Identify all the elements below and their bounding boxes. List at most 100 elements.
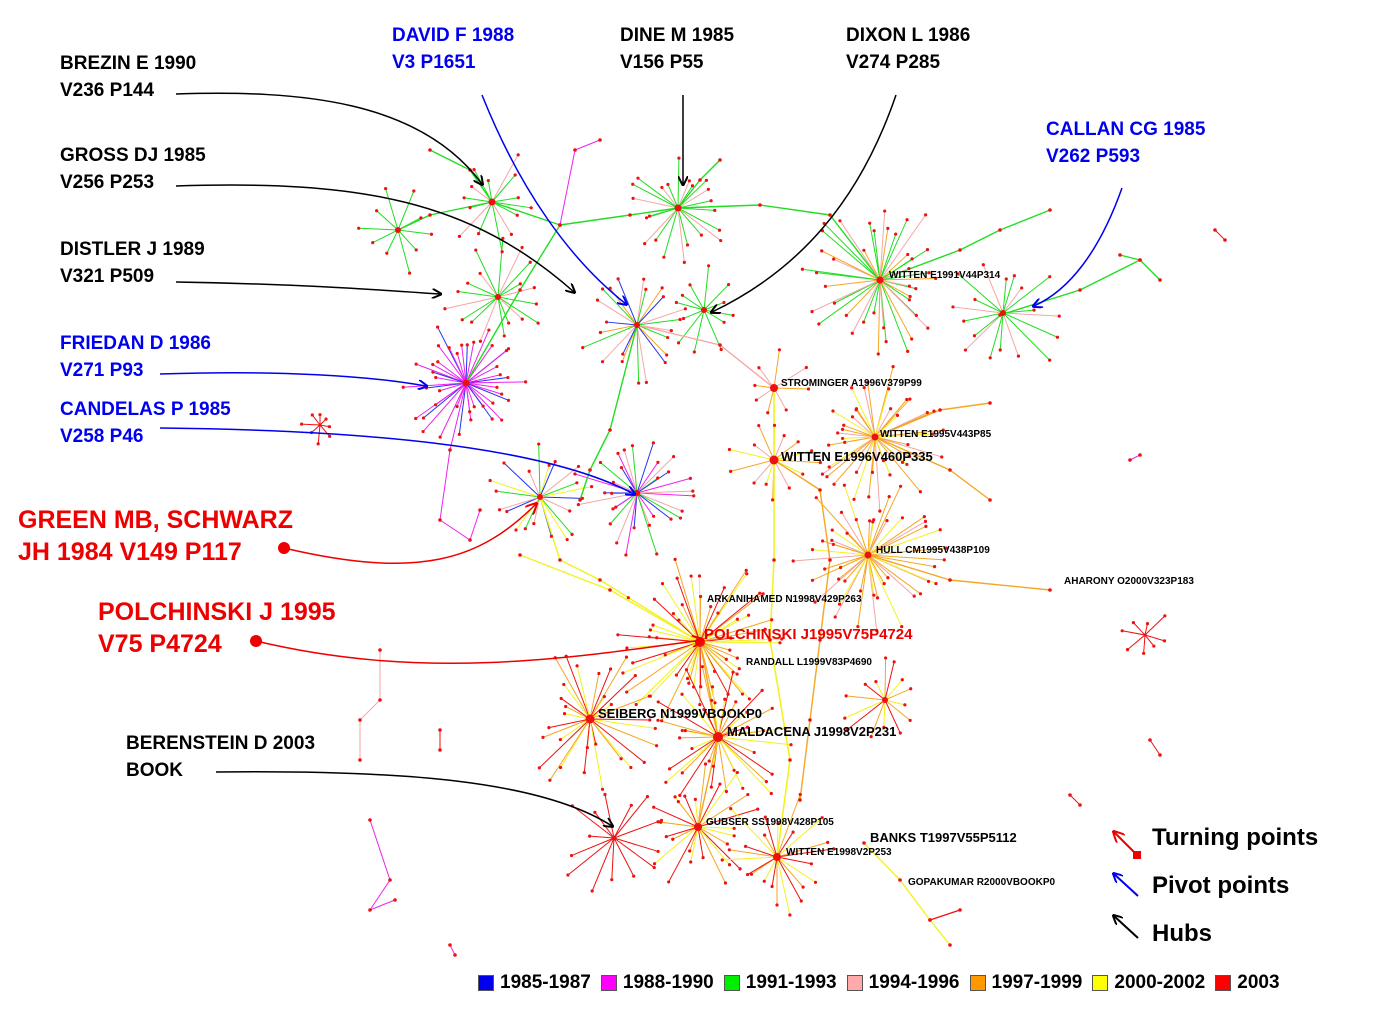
network-edge bbox=[444, 296, 499, 310]
network-edge bbox=[667, 184, 679, 209]
network-node bbox=[644, 380, 649, 385]
network-node bbox=[666, 182, 670, 187]
network-node bbox=[716, 735, 720, 739]
network-edge bbox=[694, 799, 699, 828]
turning-arrow-polchinski-dot bbox=[250, 635, 262, 647]
network-node bbox=[709, 604, 713, 609]
network-node bbox=[828, 213, 832, 217]
network-node bbox=[707, 759, 711, 763]
network-node bbox=[610, 491, 614, 495]
network-node bbox=[608, 588, 612, 592]
network-node bbox=[948, 468, 952, 472]
network-node bbox=[728, 648, 732, 652]
network-node bbox=[502, 461, 506, 465]
network-node bbox=[780, 637, 784, 641]
network-node bbox=[870, 470, 875, 474]
annotation-friedan-line1: FRIEDAN D 1986 bbox=[60, 333, 211, 354]
network-node bbox=[642, 760, 646, 764]
network-node bbox=[868, 221, 872, 225]
network-node bbox=[656, 476, 660, 480]
network-node bbox=[316, 442, 320, 446]
network-node bbox=[1020, 286, 1024, 290]
annotation-dine-line1: DINE M 1985 bbox=[620, 25, 735, 46]
network-node bbox=[907, 298, 912, 302]
legend-label: 1991-1993 bbox=[745, 972, 837, 993]
network-edge bbox=[372, 229, 399, 244]
network-edge bbox=[449, 944, 456, 956]
network-node bbox=[699, 233, 703, 237]
network-node bbox=[588, 468, 592, 472]
node-label-gopakumar: GOPAKUMAR R2000VBOOKP0 bbox=[908, 877, 1056, 888]
network-edge bbox=[636, 324, 668, 339]
network-node bbox=[883, 209, 887, 213]
network-edge bbox=[999, 209, 1051, 231]
network-node bbox=[747, 613, 751, 617]
network-node bbox=[488, 478, 492, 483]
network-edge bbox=[717, 736, 767, 783]
network-node bbox=[827, 465, 831, 469]
network-node bbox=[568, 509, 572, 513]
network-node bbox=[948, 578, 952, 582]
network-node bbox=[671, 837, 675, 841]
network-node bbox=[940, 455, 944, 459]
network-node bbox=[683, 729, 687, 733]
network-node bbox=[669, 328, 673, 333]
network-edge bbox=[1002, 309, 1035, 314]
network-node bbox=[958, 248, 962, 252]
network-edge bbox=[699, 641, 702, 687]
network-node bbox=[886, 576, 890, 580]
network-edge bbox=[358, 227, 399, 231]
network-edge bbox=[852, 416, 876, 438]
network-edge bbox=[589, 835, 615, 839]
network-edge bbox=[717, 701, 737, 738]
annotation-callan-line1: CALLAN CG 1985 bbox=[1046, 119, 1206, 140]
network-edge bbox=[867, 517, 903, 556]
network-edge bbox=[369, 899, 396, 911]
network-edge bbox=[753, 459, 775, 484]
network-edge bbox=[317, 424, 321, 444]
network-edge bbox=[776, 856, 804, 888]
network-node bbox=[680, 509, 684, 513]
network-node bbox=[900, 516, 905, 520]
turning-arrow-polchinski bbox=[255, 640, 702, 665]
network-node bbox=[818, 488, 822, 492]
network-edge bbox=[506, 496, 541, 512]
network-edge bbox=[874, 399, 908, 438]
annotation-polchinski-line2: V75 P4724 bbox=[98, 630, 222, 658]
network-edge bbox=[636, 289, 647, 326]
network-edge bbox=[703, 309, 722, 350]
network-node bbox=[497, 508, 502, 512]
network-node bbox=[1148, 738, 1152, 742]
network-edge bbox=[717, 672, 734, 738]
network-node bbox=[850, 386, 854, 390]
network-edge bbox=[763, 856, 778, 882]
annotation-dine: DINE M 1985 V156 P55 bbox=[620, 22, 734, 76]
network-node bbox=[652, 514, 656, 518]
network-edge bbox=[939, 402, 991, 411]
network-edge bbox=[591, 837, 615, 892]
network-node bbox=[932, 409, 936, 413]
network-node bbox=[678, 736, 682, 740]
network-node bbox=[502, 334, 506, 338]
network-node bbox=[472, 405, 476, 409]
network-edge bbox=[465, 382, 503, 421]
node-label-witten-1998: WITTEN E1998V2P253 bbox=[786, 847, 892, 858]
network-node bbox=[643, 242, 647, 246]
network-node bbox=[761, 592, 765, 596]
network-edge bbox=[884, 699, 906, 706]
network-edge bbox=[397, 229, 411, 274]
network-edge bbox=[769, 559, 775, 641]
network-node bbox=[862, 841, 866, 845]
network-node bbox=[830, 528, 834, 532]
network-node bbox=[820, 472, 825, 476]
network-node bbox=[906, 252, 910, 257]
network-edge bbox=[867, 520, 871, 556]
network-node bbox=[740, 692, 745, 696]
network-node bbox=[752, 443, 757, 447]
network-node bbox=[424, 386, 429, 390]
network-node bbox=[656, 849, 660, 854]
network-node bbox=[564, 704, 568, 709]
network-node bbox=[1120, 629, 1124, 633]
network-edge bbox=[879, 249, 928, 281]
network-node bbox=[597, 671, 601, 676]
